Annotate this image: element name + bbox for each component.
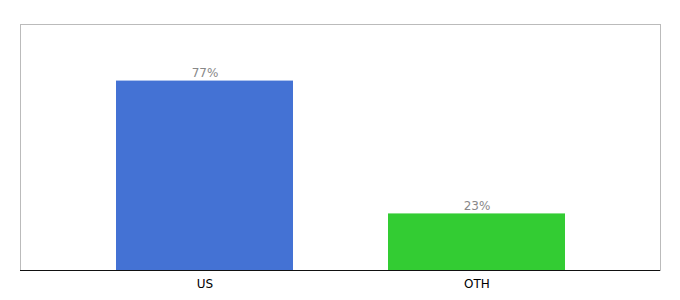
svg-text:US: US xyxy=(197,277,213,291)
svg-text:77%: 77% xyxy=(192,66,219,80)
svg-text:OTH: OTH xyxy=(464,277,490,291)
svg-text:23%: 23% xyxy=(464,199,491,213)
